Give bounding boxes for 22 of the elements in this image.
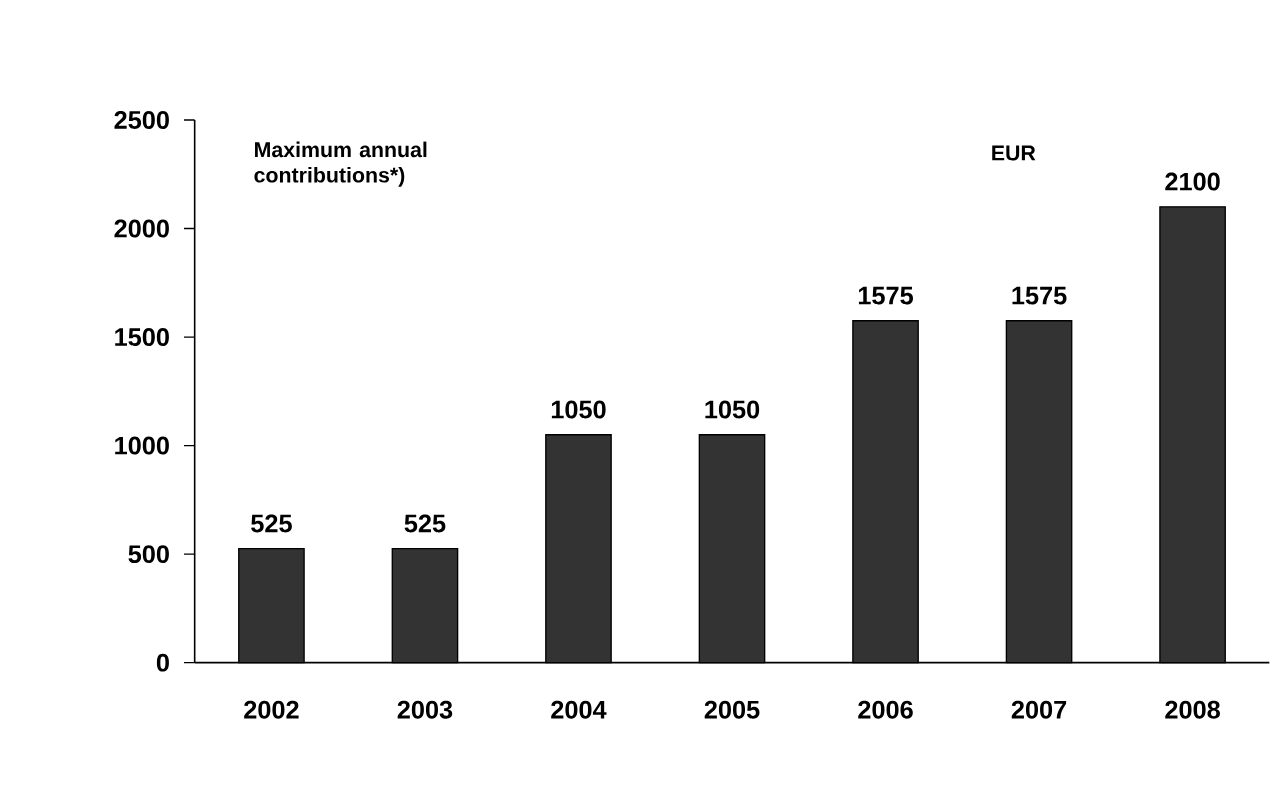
x-tick-label: 2004 [551,700,607,719]
x-tick-label: 2003 [397,700,453,719]
x-tick-label: 2008 [1165,700,1220,719]
y-tick-label: 1500 [115,328,169,347]
data-label: 525 [404,514,446,533]
y-tick-label: 2500 [114,111,169,129]
y-tick-label: 0 [156,653,169,672]
data-label: 1575 [858,286,913,305]
y-tick-label: 1000 [115,436,169,455]
y-tick-label: 500 [128,545,169,564]
y-tick-label: 2000 [114,219,169,238]
x-tick-label: 2007 [1011,700,1067,719]
data-label: 1050 [551,400,606,419]
annotation: Maximum annual contributions*) [254,141,427,187]
data-label: 1575 [1012,286,1067,305]
x-tick-label: 2005 [704,700,760,719]
data-label: 525 [251,514,292,533]
annotation: EUR [992,145,1036,161]
x-tick-label: 2002 [244,700,299,719]
data-label: 2100 [1165,172,1220,191]
x-tick-label: 2006 [858,700,913,719]
data-label: 1050 [705,400,760,419]
